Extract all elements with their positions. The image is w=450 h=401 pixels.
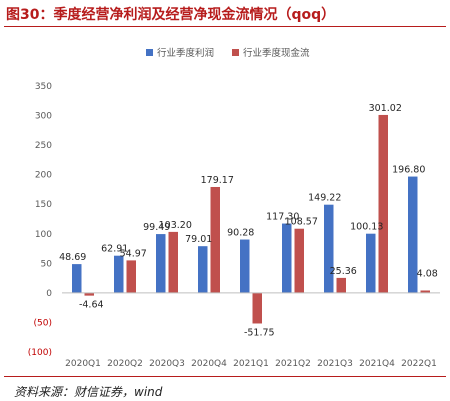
data-label-cashflow-2021Q4: 301.02 [369,103,402,114]
data-label-profit-2021Q3: 149.22 [308,193,341,204]
bar-profit-2020Q4 [198,246,208,293]
data-label-profit-2022Q1: 196.80 [392,165,425,176]
bar-profit-2022Q1 [408,176,418,293]
y-tick-label-7: 0 [46,289,52,299]
bar-cashflow-2021Q3 [336,277,346,293]
x-tick-label-2020Q4: 2020Q4 [191,359,227,369]
data-label-profit-2020Q1: 48.69 [59,252,86,263]
bar-profit-2021Q3 [324,204,334,293]
data-label-profit-2021Q1: 90.28 [227,228,254,239]
bar-profit-2021Q1 [240,239,250,293]
bar-profit-2020Q2 [114,255,124,293]
legend-swatch-0 [146,49,153,56]
x-tick-label-2020Q3: 2020Q3 [149,359,185,369]
chart-legend: 行业季度利润 行业季度现金流 [146,47,310,59]
data-label-cashflow-2022Q1: 4.08 [417,268,438,279]
title-divider [4,26,446,27]
bar-cashflow-2020Q4 [210,186,220,293]
figure-title: 图30：季度经营净利润及经营净现金流情况（qoq） [6,7,336,23]
x-tick-label-2021Q2: 2021Q2 [275,359,311,369]
y-tick-label-5: 100 [35,230,52,240]
y-tick-label-2: 250 [35,141,52,151]
data-label-cashflow-2021Q1: -51.75 [244,327,275,338]
x-tick-label-2021Q4: 2021Q4 [359,359,395,369]
bar-cashflow-2021Q2 [294,228,304,293]
bar-cashflow-2020Q1 [84,292,94,296]
data-label-profit-2020Q3: 99.49 [143,222,170,233]
bar-profit-2020Q1 [72,264,82,293]
data-label-profit-2020Q4: 79.01 [185,234,212,245]
data-label-cashflow-2020Q4: 179.17 [201,175,234,186]
y-tick-label-9: (100) [28,348,52,358]
bar-series [72,114,430,324]
y-axis: 350 300 250 200 150 100 50 0 (50) (100) [28,82,52,358]
bar-chart: 行业季度利润 行业季度现金流 350 300 250 200 150 100 50 0 (50) (… [28,47,440,369]
data-label-cashflow-2021Q3: 25.36 [330,266,357,277]
legend-swatch-1 [232,49,239,56]
x-tick-label-2022Q1: 2022Q1 [401,359,437,369]
data-label-profit-2020Q2: 62.91 [101,244,128,255]
x-tick-label-2021Q1: 2021Q1 [233,359,269,369]
y-tick-label-4: 150 [35,200,52,210]
x-tick-label-2020Q2: 2020Q2 [107,359,143,369]
x-tick-label-2020Q1: 2020Q1 [65,359,101,369]
source-divider [4,376,446,377]
data-label-profit-2021Q2: 117.30 [266,212,299,223]
x-axis: 2020Q1 2020Q2 2020Q3 2020Q4 2021Q1 2021Q2 2021… [62,292,440,369]
bar-profit-2021Q2 [282,223,292,293]
data-label-profit-2021Q4: 100.13 [350,222,383,233]
bar-cashflow-2022Q1 [420,290,430,293]
bar-cashflow-2021Q1 [252,292,262,324]
source-note: 资料来源：财信证券，wind [14,385,163,399]
bar-cashflow-2021Q4 [378,114,388,293]
data-label-cashflow-2020Q1: -4.64 [79,300,104,311]
bar-profit-2021Q4 [366,233,376,293]
bar-cashflow-2020Q3 [168,231,178,293]
y-tick-label-3: 200 [35,171,52,181]
data-label-cashflow-2021Q2: 108.57 [285,217,318,228]
bar-cashflow-2020Q2 [126,260,136,293]
legend-label-1: 行业季度现金流 [243,47,310,59]
x-tick-label-2021Q3: 2021Q3 [317,359,353,369]
y-tick-label-6: 50 [41,259,53,269]
bar-profit-2020Q3 [156,234,166,293]
y-tick-label-1: 300 [35,112,52,122]
data-label-cashflow-2020Q2: 54.97 [120,248,147,259]
data-label-cashflow-2020Q3: 103.20 [159,220,192,231]
y-tick-label-0: 350 [35,82,52,92]
y-tick-label-8: (50) [34,318,52,328]
legend-label-0: 行业季度利润 [157,47,214,59]
